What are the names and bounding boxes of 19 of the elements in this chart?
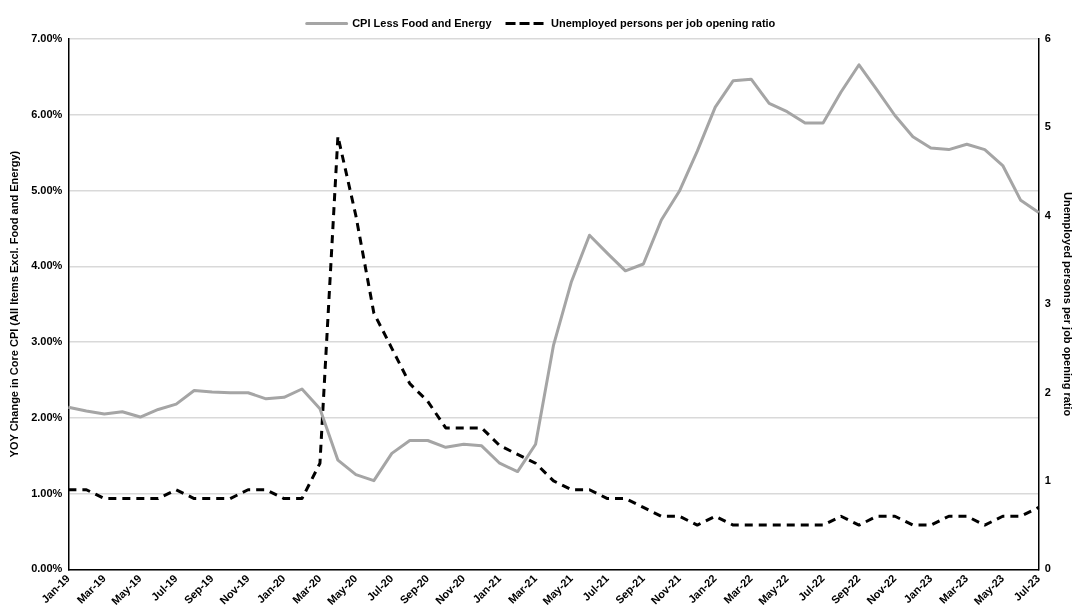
y2-tick-label: 1 [1044,473,1051,486]
y-tick-label: 1.00% [31,486,63,499]
y-tick-label: 5.00% [31,183,63,196]
y-tick-label: 0.00% [31,562,63,575]
y2-tick-label: 6 [1044,32,1051,45]
y2-tick-label: 3 [1044,297,1051,310]
y2-tick-label: 5 [1044,120,1051,133]
y2-axis-title: Unemployed persons per job opening ratio [1062,191,1075,417]
y-tick-label: 6.00% [31,107,63,120]
y-tick-label: 2.00% [31,410,63,423]
y-tick-label: 7.00% [31,32,63,45]
y-tick-label: 4.00% [31,259,63,272]
y2-tick-label: 2 [1044,385,1051,398]
y-axis-title: YOY Change in Core CPI (All Items Excl. Food and Energy) [7,150,20,458]
y2-tick-label: 4 [1044,208,1052,221]
y2-tick-label: 0 [1044,562,1051,575]
legend-label: Unemployed persons per job opening ratio [551,16,776,29]
legend-label: CPI Less Food and Energy [352,16,493,29]
y-tick-label: 3.00% [31,335,63,348]
